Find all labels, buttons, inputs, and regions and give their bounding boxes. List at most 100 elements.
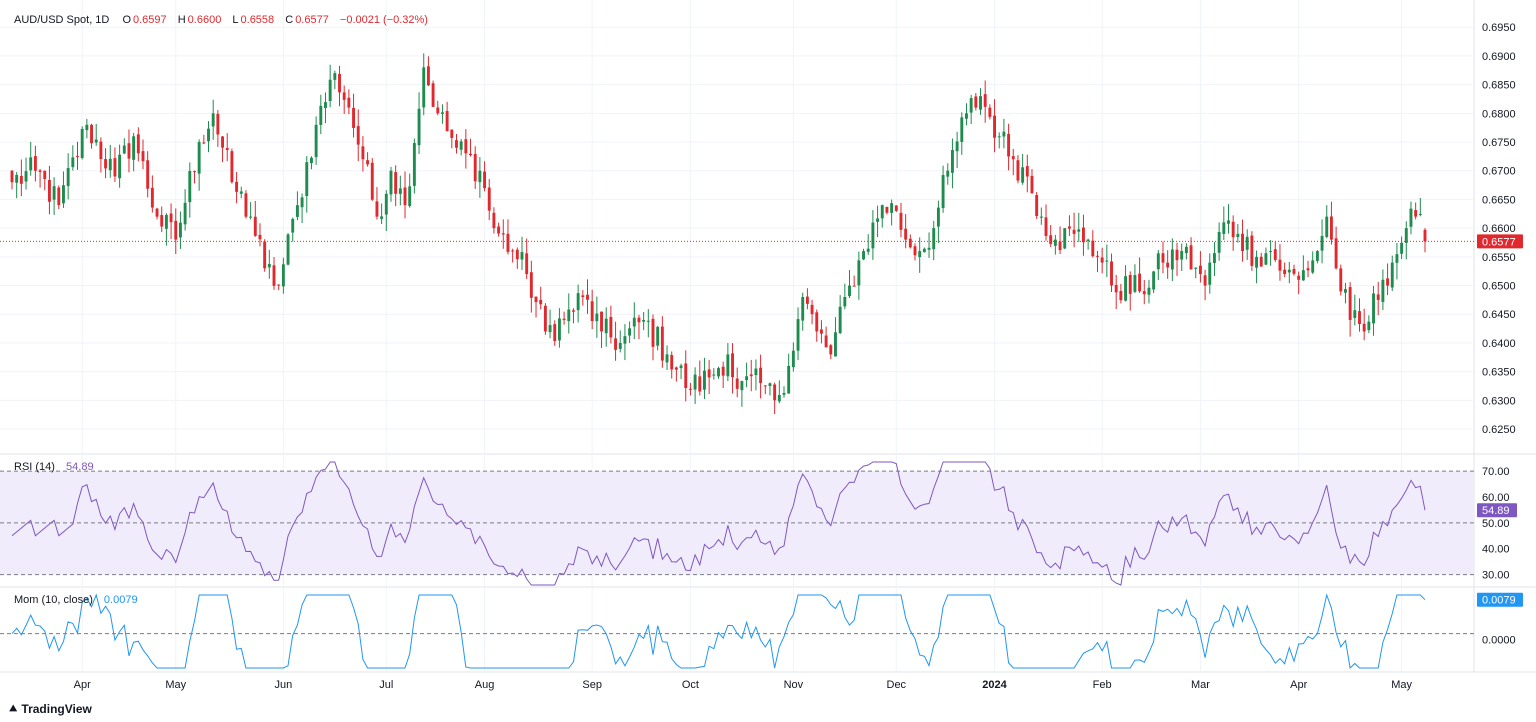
candle-body: [548, 325, 552, 333]
candle-body: [1273, 249, 1277, 260]
candle-body: [1213, 253, 1216, 264]
candle-body: [221, 136, 224, 148]
candle-body: [412, 143, 416, 186]
candle-body: [829, 345, 833, 355]
candle-body: [735, 378, 739, 389]
candle-body: [880, 205, 884, 219]
candle-body: [745, 376, 749, 381]
candle-body: [497, 226, 501, 234]
candle-body: [1198, 265, 1202, 275]
candle-body: [703, 370, 706, 390]
candle-body: [1409, 208, 1413, 227]
candle-body: [342, 92, 346, 100]
candle-body: [1414, 210, 1418, 217]
price-tick-label: 0.6900: [1482, 51, 1516, 63]
candle-body: [1329, 216, 1333, 240]
candle-body: [403, 187, 407, 206]
momentum-line: [11, 593, 1426, 670]
candle-body: [1255, 256, 1259, 268]
candle-body: [1072, 229, 1076, 234]
candle-body: [983, 94, 987, 107]
candle-body: [965, 113, 968, 119]
candle-body: [852, 285, 856, 287]
candle-body: [183, 202, 187, 225]
candle-body: [848, 285, 851, 297]
candle-body: [492, 212, 496, 229]
candle-body: [47, 180, 51, 202]
candle-body: [876, 218, 880, 222]
candle-body: [99, 141, 103, 160]
candle-body: [146, 160, 150, 189]
candle-body: [1166, 262, 1170, 268]
candle-body: [1081, 227, 1085, 243]
price-legend: AUD/USD Spot, 1D O 0.6597 H 0.6600 L 0.6558…: [14, 14, 430, 26]
time-axis-label: Aug: [475, 679, 495, 691]
candle-body: [988, 107, 992, 117]
candle-body: [1030, 175, 1034, 194]
tradingview-logo[interactable]: ⯅ TradingView: [8, 701, 92, 717]
candle-body: [473, 153, 477, 182]
candle-body: [52, 186, 56, 200]
candle-body: [57, 187, 61, 206]
candle-body: [1138, 273, 1142, 292]
candle-body: [1184, 246, 1188, 254]
candle-body: [90, 124, 93, 144]
candle-body: [122, 145, 126, 154]
time-axis-label: Dec: [887, 679, 907, 691]
candle-body: [1315, 251, 1319, 261]
candle-body: [169, 213, 173, 223]
candle-body: [1245, 236, 1249, 250]
candle-body: [338, 73, 341, 93]
candle-body: [698, 376, 702, 392]
high-label: H: [177, 14, 186, 26]
candle-body: [717, 368, 720, 377]
rsi-legend-value: 54.89: [66, 461, 94, 473]
candle-body: [1189, 245, 1193, 270]
time-axis-label: Jul: [379, 679, 393, 691]
candle-body: [768, 383, 772, 387]
candle-body: [178, 222, 182, 238]
candle-body: [309, 157, 313, 164]
candle-body: [1292, 268, 1296, 274]
candle-body: [132, 136, 136, 160]
candle-body: [197, 142, 201, 174]
candle-body: [623, 336, 627, 344]
candle-body: [960, 117, 964, 142]
candle-body: [543, 305, 547, 332]
change-value: −0.0021 (−0.32%): [339, 14, 428, 26]
tradingview-logo-icon: ⯅: [8, 701, 18, 716]
candle-body: [946, 170, 950, 177]
candle-body: [572, 310, 575, 312]
candle-body: [459, 141, 463, 150]
candle-body: [721, 366, 725, 376]
candle-body: [136, 134, 140, 154]
candle-body: [1301, 270, 1305, 281]
candle-body: [1339, 268, 1343, 292]
candle-body: [207, 128, 210, 142]
candle-body: [1306, 268, 1310, 271]
candle-body: [726, 354, 730, 377]
candle-body: [553, 324, 557, 342]
candle-body: [646, 320, 650, 322]
candle-body: [894, 205, 898, 211]
rsi-tick-label: 40.00: [1482, 544, 1510, 556]
candle-body: [394, 172, 398, 194]
candle-body: [108, 158, 112, 171]
candle-body: [286, 234, 290, 265]
candle-body: [314, 124, 318, 158]
price-tick-label: 0.6700: [1482, 166, 1516, 178]
candle-body: [955, 141, 959, 152]
candle-body: [1259, 256, 1263, 267]
candle-body: [857, 260, 861, 286]
candle-body: [281, 264, 285, 287]
candle-body: [908, 238, 912, 248]
candle-body: [632, 317, 636, 327]
candle-body: [1063, 228, 1067, 249]
candle-body: [1133, 275, 1137, 292]
candle-body: [436, 107, 440, 114]
candle-body: [1283, 269, 1287, 275]
candle-body: [272, 265, 276, 286]
candle-body: [754, 368, 758, 376]
candle-body: [193, 171, 196, 173]
price-tick-label: 0.6650: [1482, 194, 1516, 206]
